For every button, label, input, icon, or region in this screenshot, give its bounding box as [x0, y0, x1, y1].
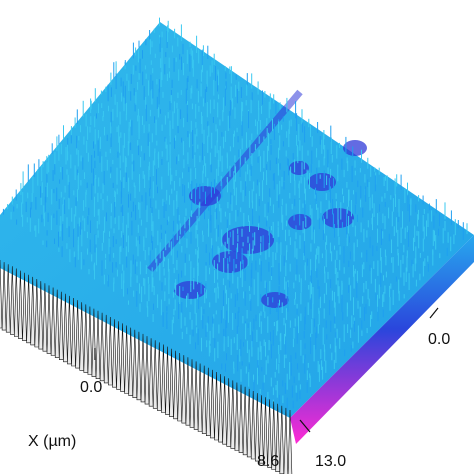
x-axis-title: X (µm) [28, 433, 76, 450]
y-tick-label-1: 13.0 [315, 453, 346, 470]
front-ridge [132, 329, 138, 399]
x-tick-label-1: 8.6 [257, 453, 279, 470]
front-ridge [267, 399, 272, 468]
front-ridge [67, 295, 72, 365]
front-ridge [38, 281, 44, 350]
front-ridge [275, 403, 281, 473]
front-edge-ridges [0, 259, 293, 474]
front-ridge [9, 266, 15, 335]
surface-groove [147, 89, 303, 273]
surface-well [308, 173, 336, 191]
front-ridge [144, 336, 150, 405]
front-ridge [46, 285, 52, 354]
front-ridge [271, 401, 277, 470]
front-ridge [120, 323, 125, 392]
front-ridge [91, 308, 97, 377]
surface-well [261, 292, 289, 308]
front-ridge [1, 262, 7, 331]
front-ridge [161, 344, 166, 413]
x-axis-tick [299, 419, 311, 433]
front-ridge [140, 333, 146, 403]
front-ridge [87, 306, 93, 375]
front-ridge [189, 359, 195, 428]
surface-well [212, 251, 248, 273]
front-ridge [226, 378, 232, 447]
front-ridge [283, 407, 289, 474]
front-ridge [42, 283, 48, 352]
front-ridge [169, 348, 174, 418]
front-ridge [75, 300, 80, 369]
front-ridge [214, 371, 219, 441]
front-ridge [128, 327, 134, 396]
surface-side-face [290, 235, 474, 444]
y-tick-label-0: 0.0 [428, 331, 450, 348]
front-ridge [201, 365, 207, 434]
front-ridge [222, 376, 227, 445]
front-ridge [103, 314, 109, 384]
front-ridge [0, 259, 3, 329]
front-ridge [34, 278, 40, 348]
front-ridge [287, 409, 293, 474]
front-ridge [22, 272, 27, 342]
front-ridge [124, 325, 129, 394]
front-ridge [30, 276, 36, 346]
front-ridge [63, 293, 68, 363]
front-ridge [242, 386, 248, 456]
front-ridge [238, 384, 244, 453]
front-ridge [193, 361, 199, 430]
surface-top [0, 22, 474, 418]
front-ridge [218, 374, 223, 443]
front-ridge [116, 321, 121, 390]
front-ridge [254, 393, 260, 462]
front-ridge [152, 340, 158, 409]
front-ridge [58, 291, 64, 361]
front-ridge [173, 350, 178, 420]
front-ridge [177, 352, 183, 422]
front-ridge [165, 346, 170, 415]
front-ridge [148, 338, 154, 407]
front-ridge [259, 395, 264, 464]
front-ridge [250, 390, 256, 460]
front-ridge [181, 355, 187, 424]
front-ridge [230, 380, 236, 449]
surface-spikes [2, 17, 468, 412]
front-ridge [13, 268, 19, 337]
x-tick-label-0: 0.0 [80, 379, 102, 396]
front-ridge [112, 319, 117, 388]
front-ridge [5, 264, 11, 333]
front-ridge [136, 331, 142, 401]
front-ridge [50, 287, 56, 356]
front-ridge [197, 363, 203, 432]
front-ridge [156, 342, 162, 411]
front-ridge [234, 382, 240, 451]
surface-well [343, 140, 367, 156]
front-ridge [107, 316, 113, 386]
front-ridge [95, 310, 101, 380]
front-ridge [71, 297, 76, 367]
front-ridge [279, 405, 285, 474]
front-ridge [26, 274, 31, 344]
y-axis-tick [429, 307, 439, 319]
front-ridge [79, 302, 85, 371]
front-ridge [263, 397, 268, 466]
front-ridge [83, 304, 89, 373]
surface-well [289, 161, 309, 175]
front-ridge [205, 367, 211, 437]
front-ridge [246, 388, 252, 458]
front-ridge [18, 270, 23, 339]
front-ridge [99, 312, 105, 382]
front-ridge [54, 289, 60, 358]
front-ridge [210, 369, 215, 439]
front-ridge [185, 357, 191, 426]
